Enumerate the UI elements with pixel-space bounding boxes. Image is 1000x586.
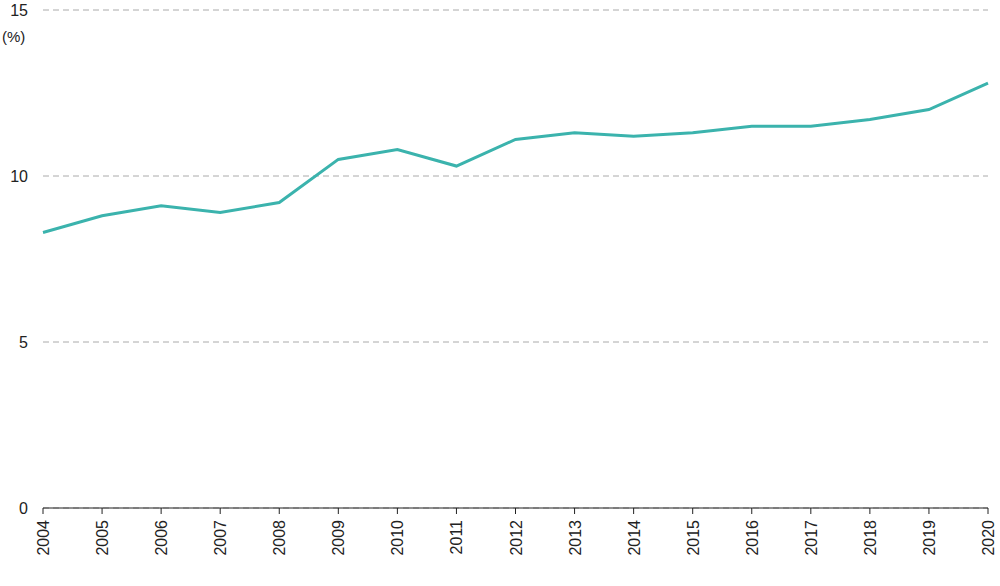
svg-text:2005: 2005	[94, 520, 111, 556]
svg-text:2008: 2008	[271, 520, 288, 556]
svg-text:2020: 2020	[980, 520, 992, 556]
svg-text:2018: 2018	[862, 520, 879, 556]
svg-text:2007: 2007	[212, 520, 229, 556]
svg-text:0: 0	[19, 500, 28, 517]
svg-text:2010: 2010	[389, 520, 406, 556]
svg-text:2014: 2014	[626, 520, 643, 556]
svg-text:2009: 2009	[330, 520, 347, 556]
svg-text:2015: 2015	[685, 520, 702, 556]
svg-text:2006: 2006	[153, 520, 170, 556]
svg-text:2012: 2012	[508, 520, 525, 556]
svg-text:5: 5	[19, 334, 28, 351]
svg-text:2004: 2004	[35, 520, 52, 556]
svg-text:2016: 2016	[744, 520, 761, 556]
svg-text:2019: 2019	[921, 520, 938, 556]
svg-text:2013: 2013	[567, 520, 584, 556]
svg-text:2017: 2017	[803, 520, 820, 556]
svg-text:2011: 2011	[448, 520, 465, 555]
svg-text:10: 10	[10, 168, 28, 185]
svg-text:15: 15	[10, 2, 28, 19]
